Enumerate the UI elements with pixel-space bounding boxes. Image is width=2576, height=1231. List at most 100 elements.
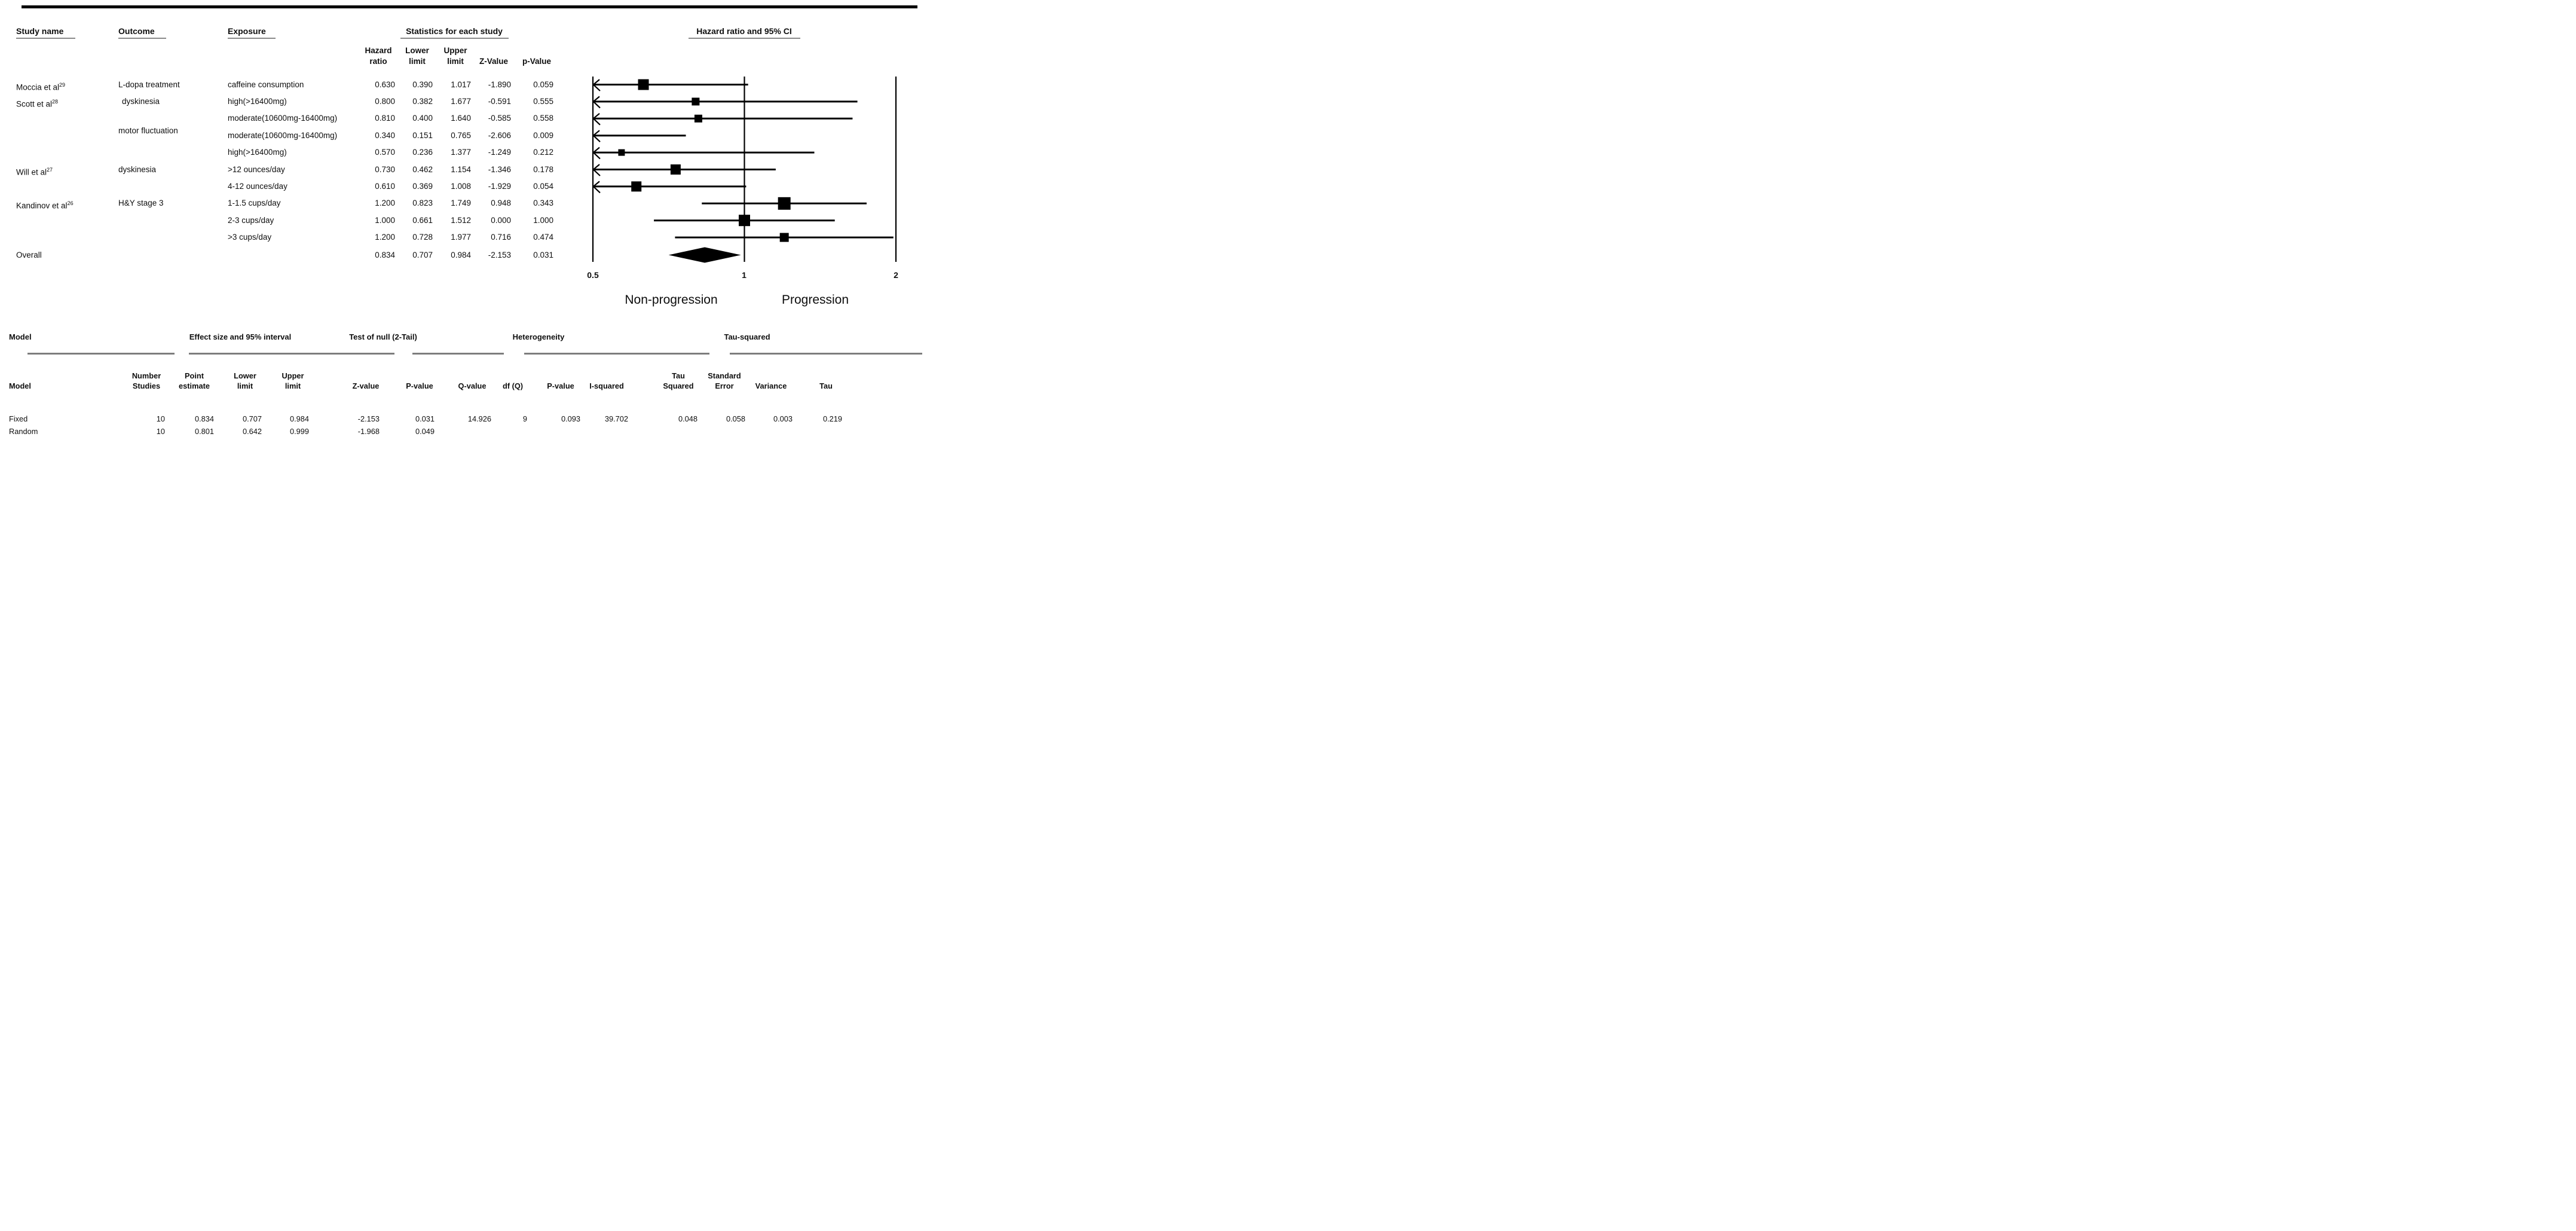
study-name-cell: Will et al27	[16, 166, 53, 177]
hr-point-box	[739, 215, 750, 227]
hazard-ratio-value: 0.834	[375, 250, 395, 259]
upper-limit-value: 1.017	[451, 80, 471, 89]
column-header-statistics-group: Statistics for each study	[406, 26, 503, 36]
bottom-underline-heterogeneity	[524, 353, 709, 355]
column-header-hazard-ratio-ci-group: Hazard ratio and 95% CI	[696, 26, 792, 36]
direction-label-progression: Progression	[781, 293, 849, 307]
ci-left-arrow	[592, 96, 601, 109]
p-value: 0.054	[533, 181, 553, 191]
column-header-study-name: Study name	[16, 26, 64, 36]
direction-label-non-progression: Non-progression	[625, 293, 718, 307]
hr-point-box	[670, 164, 681, 175]
model-stat-value: 0.031	[415, 414, 435, 423]
lower-limit-value: 0.236	[412, 148, 433, 157]
model-stat-value: -2.153	[357, 414, 380, 423]
model-stat-value: 0.999	[289, 427, 309, 436]
p-value: 0.558	[533, 114, 553, 123]
model-stat-value: 0.834	[194, 414, 214, 423]
overall-label: Overall	[16, 250, 42, 259]
model-stat-value: 0.219	[822, 414, 842, 423]
exposure-cell: 4-12 ounces/day	[228, 181, 287, 191]
hazard-ratio-value: 0.340	[375, 130, 395, 140]
exposure-cell: caffeine consumption	[228, 80, 304, 89]
p-value: 0.212	[533, 148, 553, 157]
outcome-cell: H&Y stage 3	[118, 198, 164, 208]
study-name-cell: Moccia et al29	[16, 81, 66, 92]
column-header-outcome-underline	[118, 38, 166, 39]
model-stat-value: 0.049	[415, 427, 435, 436]
lower-limit-value: 0.707	[412, 250, 433, 259]
p-value: 0.178	[533, 164, 553, 174]
bottom-column-header: Model	[9, 381, 31, 390]
model-name-cell: Fixed	[9, 414, 28, 423]
model-stat-value: 0.984	[289, 414, 309, 423]
lower-limit-value: 0.400	[412, 114, 433, 123]
ci-left-arrow	[592, 146, 601, 160]
lower-limit-value: 0.390	[412, 80, 433, 89]
hazard-ratio-value: 1.200	[375, 198, 395, 208]
bottom-column-header: Standard Error	[708, 371, 741, 390]
model-stat-value: 0.003	[773, 414, 793, 423]
exposure-cell: high(>16400mg)	[228, 148, 287, 157]
z-value: -1.249	[488, 148, 511, 157]
outcome-cell: motor fluctuation	[118, 126, 178, 135]
exposure-cell: >12 ounces/day	[228, 164, 285, 174]
ci-left-arrow	[592, 112, 601, 126]
z-value: -1.890	[488, 80, 511, 89]
model-stat-value: 10	[156, 414, 165, 423]
hr-point-box	[638, 79, 649, 90]
bottom-underline-model	[27, 353, 175, 355]
ci-left-arrow	[592, 164, 601, 176]
exposure-cell: moderate(10600mg-16400mg)	[228, 130, 338, 140]
column-header-exposure-underline	[228, 38, 276, 39]
hazard-ratio-ci-underline	[689, 38, 800, 39]
bottom-group-effect-size: Effect size and 95% interval	[189, 332, 292, 341]
bottom-column-header: P-value	[547, 381, 574, 390]
bottom-column-header: df (Q)	[502, 381, 524, 390]
hazard-ratio-value: 0.810	[375, 114, 395, 123]
upper-limit-value: 1.749	[451, 198, 471, 208]
p-value: 0.343	[533, 198, 553, 208]
z-value: 0.948	[491, 198, 511, 208]
bottom-group-model: Model	[9, 332, 32, 341]
hazard-ratio-value: 0.610	[375, 181, 395, 191]
hr-point-box	[778, 197, 791, 210]
bottom-column-header: Tau Squared	[663, 371, 694, 390]
column-header-study-underline	[16, 38, 75, 39]
model-stat-value: 0.048	[678, 414, 697, 423]
bottom-column-header: Tau	[819, 381, 833, 390]
bottom-column-header: Q-value	[458, 381, 487, 390]
bottom-column-header: Point estimate	[179, 371, 210, 390]
model-stat-value: 0.642	[242, 427, 262, 436]
hazard-ratio-value: 0.730	[375, 164, 395, 174]
study-name-cell: Scott et al28	[16, 98, 59, 109]
z-value: -0.591	[488, 96, 511, 106]
p-value: 0.474	[533, 233, 553, 242]
bottom-underline-tau-squared	[730, 353, 922, 355]
ci-left-arrow	[592, 181, 601, 194]
model-name-cell: Random	[9, 427, 38, 436]
hazard-ratio-value: 1.200	[375, 233, 395, 242]
lower-limit-value: 0.369	[412, 181, 433, 191]
lower-limit-value: 0.823	[412, 198, 433, 208]
hr-point-box	[779, 233, 789, 242]
hazard-ratio-value: 0.800	[375, 96, 395, 106]
study-name-cell: Kandinov et al26	[16, 200, 74, 210]
z-value: -0.585	[488, 114, 511, 123]
axis-tick-1: 1	[742, 270, 747, 280]
overall-diamond	[668, 247, 741, 263]
column-header-exposure: Exposure	[228, 26, 266, 36]
column-header-outcome: Outcome	[118, 26, 155, 36]
upper-limit-value: 1.512	[451, 215, 471, 225]
hr-point-box	[694, 114, 702, 123]
lower-limit-value: 0.661	[412, 215, 433, 225]
ci-left-arrow	[592, 130, 601, 143]
model-stat-value: 39.702	[604, 414, 628, 423]
bottom-group-tau-squared: Tau-squared	[724, 332, 770, 341]
p-value: 0.009	[533, 130, 553, 140]
ci-left-arrow	[592, 79, 601, 91]
upper-limit-value: 1.154	[451, 164, 471, 174]
bottom-group-heterogeneity: Heterogeneity	[512, 332, 565, 341]
model-stat-value: 9	[522, 414, 527, 423]
stat-column-header: Lower limit	[405, 46, 429, 66]
